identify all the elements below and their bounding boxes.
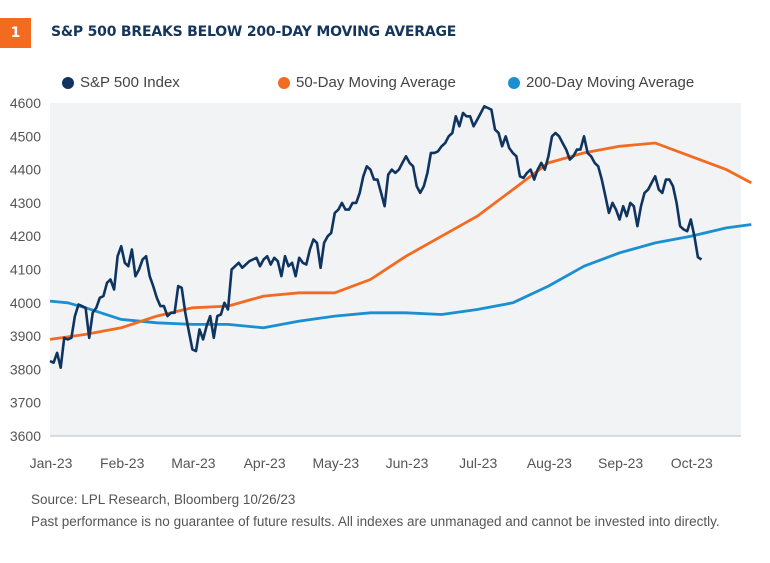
x-tick-label: Feb-23 xyxy=(100,455,145,471)
figure-number-badge: 1 xyxy=(0,18,31,48)
series-group xyxy=(49,105,752,370)
y-tick-label: 3700 xyxy=(10,395,41,411)
legend-dot-icon xyxy=(278,76,290,89)
y-tick-label: 3900 xyxy=(10,328,41,344)
x-tick-label: Aug-23 xyxy=(527,455,572,471)
x-tick-label: May-23 xyxy=(312,455,359,471)
y-tick-label: 3600 xyxy=(10,428,41,444)
chart-title: S&P 500 BREAKS BELOW 200-DAY MOVING AVER… xyxy=(51,24,457,40)
plot-area xyxy=(50,103,741,436)
legend-item-sp500: S&P 500 Index xyxy=(62,74,180,91)
disclaimer-note: Past performance is no guarantee of futu… xyxy=(31,514,720,529)
x-tick-label: Jul-23 xyxy=(459,455,497,471)
y-tick-label: 3800 xyxy=(10,361,41,377)
y-tick-label: 4200 xyxy=(10,228,41,244)
x-tick-label: Sep-23 xyxy=(598,455,643,471)
y-tick-label: 4300 xyxy=(10,195,41,211)
y-tick-label: 4100 xyxy=(10,262,41,278)
x-tick-label: Jun-23 xyxy=(386,455,429,471)
legend-label: 50-Day Moving Average xyxy=(296,74,456,91)
legend-item-200day: 200-Day Moving Average xyxy=(508,74,694,91)
legend-item-50day: 50-Day Moving Average xyxy=(278,74,456,91)
y-tick-label: 4500 xyxy=(10,128,41,144)
x-tick-label: Jan-23 xyxy=(30,455,73,471)
legend: S&P 500 Index 50-Day Moving Average 200-… xyxy=(0,74,770,94)
y-axis: 3600 3700 3800 3900 4000 4100 4200 4300 4400 4500… xyxy=(10,95,41,444)
x-tick-label: Mar-23 xyxy=(171,455,216,471)
source-note: Source: LPL Research, Bloomberg 10/26/23 xyxy=(31,492,296,507)
legend-dot-icon xyxy=(508,76,520,89)
y-tick-label: 4400 xyxy=(10,162,41,178)
y-tick-label: 4000 xyxy=(10,295,41,311)
x-tick-label: Apr-23 xyxy=(244,455,286,471)
x-tick-label: Oct-23 xyxy=(671,455,713,471)
sp500-index-line xyxy=(49,105,703,370)
x-axis: Jan-23 Feb-23 Mar-23 Apr-23 May-23 Jun-23 Jul-… xyxy=(30,455,713,471)
legend-dot-icon xyxy=(62,76,74,89)
legend-label: S&P 500 Index xyxy=(80,74,180,91)
legend-label: 200-Day Moving Average xyxy=(526,74,695,91)
y-tick-label: 4600 xyxy=(10,95,41,111)
